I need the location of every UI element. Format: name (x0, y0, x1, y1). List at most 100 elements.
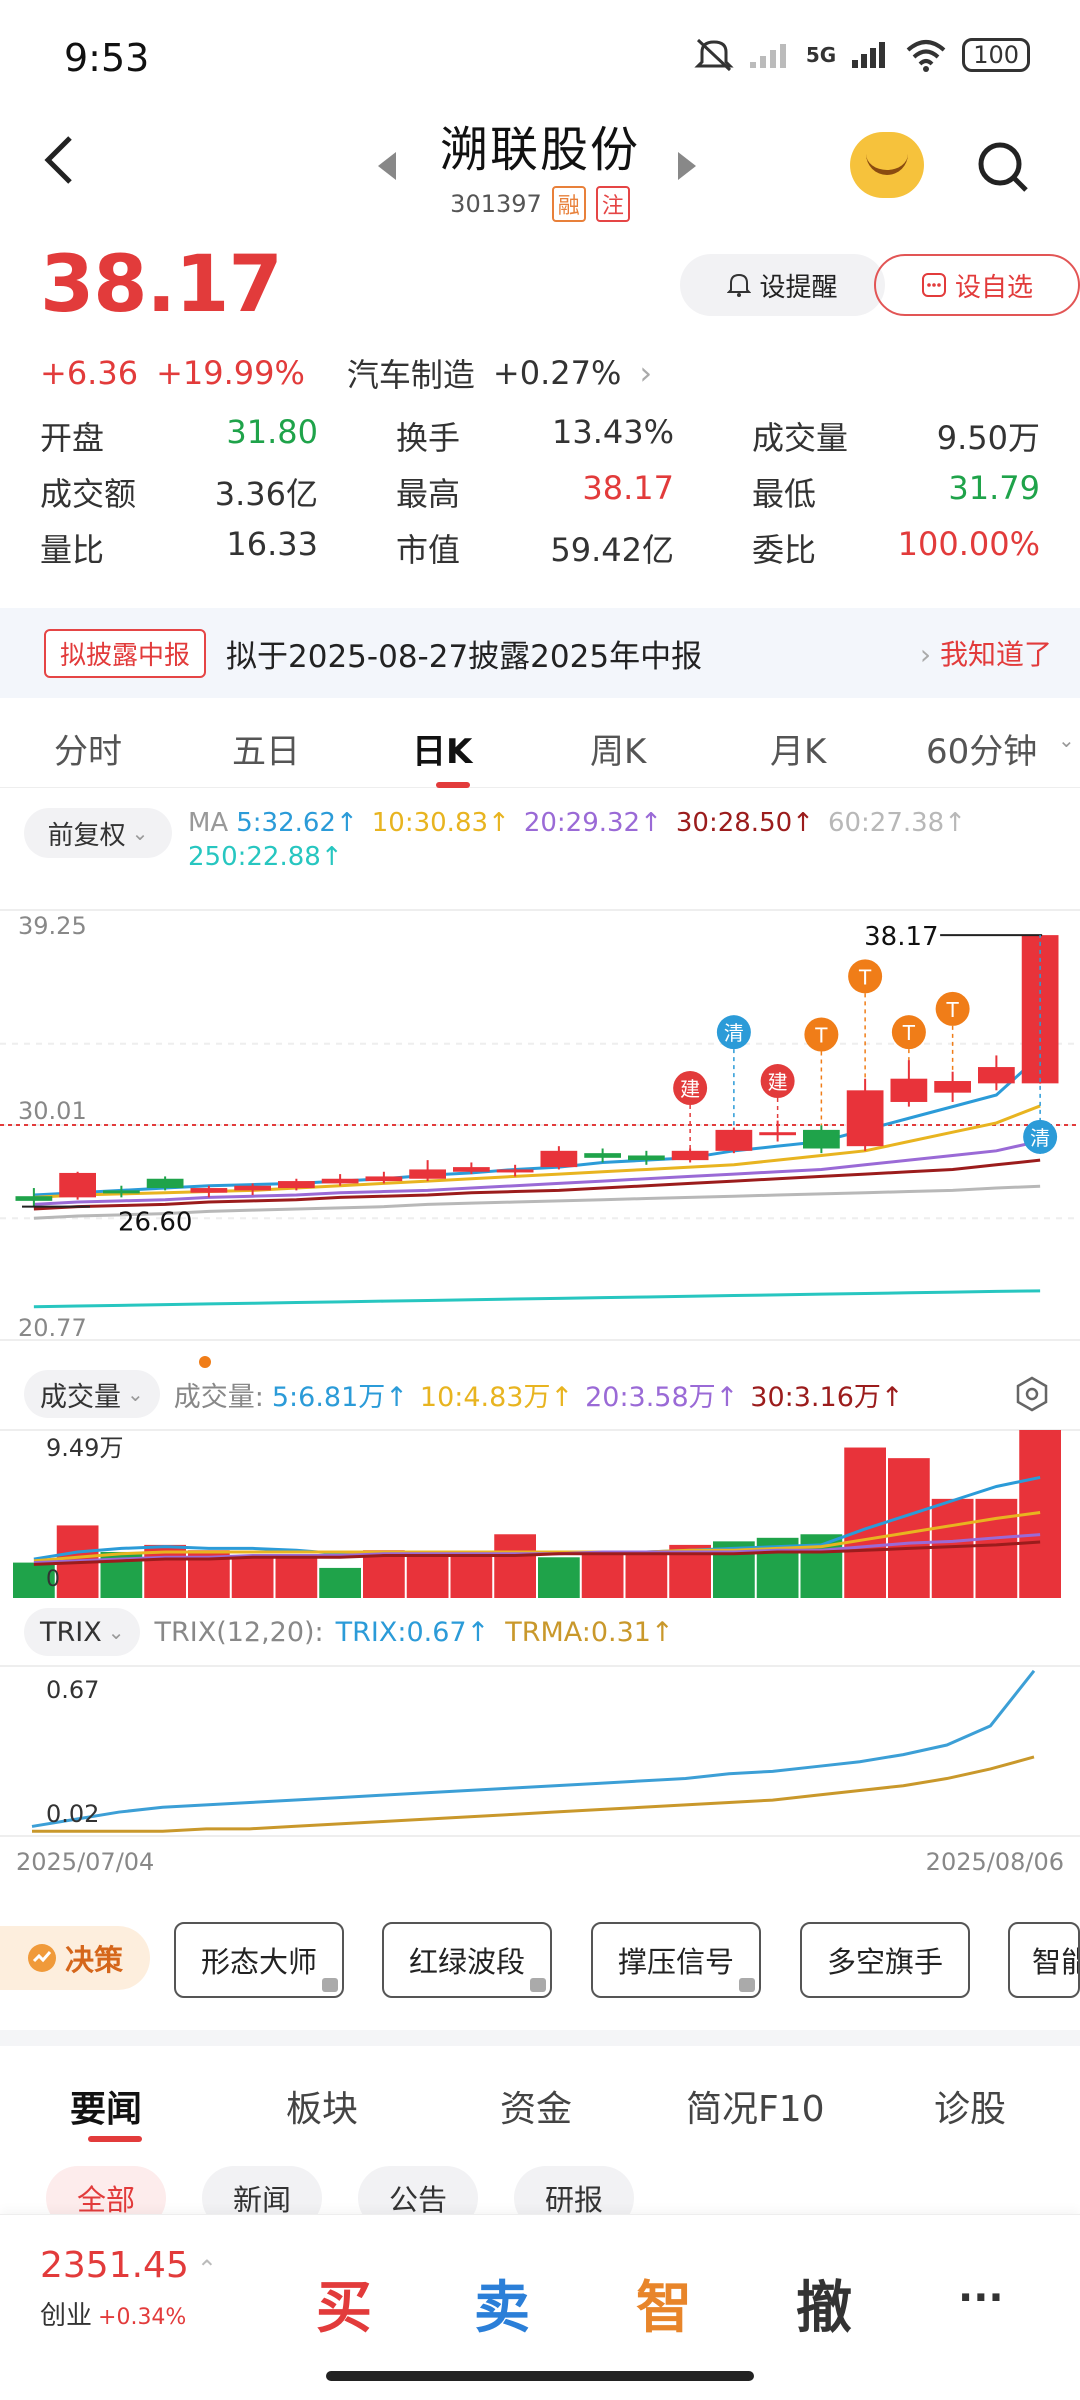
volume-bar (975, 1498, 1018, 1598)
signal-badge (673, 1071, 708, 1106)
trix-chart[interactable]: 0.67 0.02 (0, 1660, 1080, 1846)
chevron-right-icon[interactable]: › (639, 354, 653, 392)
index-value-text: 2351.45 (40, 2245, 189, 2286)
signal-marker[interactable]: T (848, 959, 883, 1079)
chart-tab[interactable]: 周K (590, 732, 647, 772)
signal-marker[interactable]: 清 (716, 1015, 751, 1128)
back-arrow-icon[interactable] (40, 130, 80, 190)
news-tab[interactable]: 资金 (500, 2089, 573, 2130)
add-watchlist-button[interactable]: 设自选 (874, 254, 1080, 316)
clock: 9:53 (64, 36, 150, 80)
candle (190, 1185, 228, 1198)
chart-period-tabs: 分时 五日 日K 周K 月K 60分钟 ⌄ (0, 712, 1080, 788)
stat-value: 59.42亿 (550, 531, 674, 569)
candle (584, 1148, 621, 1163)
candle-body (103, 1190, 140, 1194)
candle-body (890, 1078, 928, 1102)
search-icon[interactable] (976, 140, 1030, 194)
signal-badge (891, 1015, 926, 1050)
low-price-label: 26.60 (118, 1208, 192, 1238)
stat-item: 换手 13.43% (396, 413, 674, 459)
stat-label: 委比 (752, 531, 817, 569)
volume-bar (494, 1534, 536, 1598)
strategy-tool-button[interactable]: 红绿波段 (382, 1922, 552, 1998)
chevron-down-icon[interactable]: ⌄ (1058, 728, 1075, 752)
volume-bar (888, 1458, 930, 1598)
strategy-tool-button[interactable]: 多空旗手 (800, 1922, 970, 1998)
sector-name[interactable]: 汽车制造 (346, 356, 475, 394)
price-change-pct: +19.99% (156, 354, 305, 392)
candle (978, 1055, 1015, 1091)
candle (496, 1164, 534, 1177)
news-tab[interactable]: 诊股 (934, 2089, 1007, 2130)
strategy-tool-label: 形态大师 (200, 1945, 317, 1979)
chart-tab[interactable]: 月K (770, 732, 827, 772)
chart-tab[interactable]: 五日 (232, 732, 300, 772)
signal-marker[interactable]: 清 (1023, 935, 1058, 1154)
signal-marker[interactable]: T (891, 1015, 926, 1061)
buy-button[interactable]: 买 (316, 2276, 372, 2341)
set-alert-button[interactable]: 设提醒 (680, 254, 885, 316)
sell-button[interactable]: 卖 (474, 2276, 530, 2341)
decision-button[interactable]: 决策 (0, 1926, 150, 1990)
candle-body (496, 1169, 534, 1173)
dismiss-notice-button[interactable]: › 我知道了 (920, 633, 1052, 673)
volume-select[interactable]: 成交量 ⌄ (24, 1370, 160, 1418)
settings-icon[interactable] (1014, 1376, 1050, 1412)
index-change: +0.34% (98, 2305, 187, 2330)
news-tab[interactable]: 板块 (286, 2089, 359, 2130)
stat-value: 31.79 (948, 469, 1040, 507)
signal-marker[interactable]: T (804, 1017, 839, 1126)
signal-label: T (946, 998, 960, 1022)
chevron-down-icon: ⌄ (107, 1620, 125, 1644)
stat-value: 9.50万 (936, 419, 1040, 457)
signal-badge (760, 1064, 795, 1099)
ma-value: 10:30.83↑ (371, 808, 510, 838)
volume-chart[interactable]: 9.49万 0 (0, 1422, 1080, 1602)
chart-tab[interactable]: 60分钟 (926, 732, 1038, 772)
news-tab[interactable]: 要闻 (70, 2080, 143, 2142)
strategy-tool-button[interactable]: 形态大师 (174, 1922, 344, 1998)
ma-value: 5:32.62↑ (236, 808, 358, 838)
signal-marker[interactable]: T (935, 991, 970, 1072)
index-value[interactable]: 2351.45 ⌃ (40, 2245, 217, 2286)
candle-body (803, 1129, 840, 1149)
mascot-icon[interactable] (850, 132, 924, 198)
decision-label: 决策 (64, 1943, 123, 1977)
chart-tab[interactable]: 日K (412, 724, 472, 788)
stat-item: 成交量 9.50万 (752, 413, 1040, 459)
smart-trade-button[interactable]: 智 (636, 2276, 692, 2341)
ma-values: MA 5:32.62↑ 10:30.83↑ 20:29.32↑ 30:28.50↑ 60:… (188, 806, 1068, 874)
trma-value: TRMA:0.31↑ (505, 1616, 674, 1648)
signal-label: T (814, 1023, 828, 1047)
strategy-tool-button[interactable]: 智能 (1008, 1922, 1080, 1998)
volume-ma-value: 30:3.16万↑ (750, 1381, 904, 1413)
stat-label: 开盘 (40, 419, 105, 457)
stock-code: 301397 (450, 190, 542, 218)
stat-item: 成交额 3.36亿 (40, 469, 318, 515)
chart-tab[interactable]: 分时 (54, 732, 122, 772)
home-indicator (326, 2371, 754, 2381)
candle (803, 1125, 840, 1154)
prev-stock-arrow-icon[interactable] (378, 152, 396, 180)
adjust-select[interactable]: 前复权 ⌄ (24, 808, 172, 858)
candle (365, 1171, 403, 1184)
signal-marker[interactable]: 建 (760, 1064, 795, 1121)
signal-badge (848, 959, 883, 994)
stat-label: 市值 (396, 531, 461, 569)
next-stock-arrow-icon[interactable] (678, 152, 696, 180)
lock-icon (322, 1978, 338, 1992)
more-button[interactable]: ··· (958, 2275, 1004, 2321)
trix-legend: TRIX ⌄ TRIX(12,20): TRIX:0.67↑ TRMA:0.31… (24, 1606, 1064, 1658)
notice-badge: 拟披露中报 (44, 628, 207, 678)
chevron-up-icon: ⌃ (196, 2255, 217, 2283)
cancel-order-button[interactable]: 撤 (796, 2276, 852, 2341)
signal-marker[interactable]: 建 (673, 1071, 708, 1149)
news-tab[interactable]: 简况F10 (686, 2089, 825, 2130)
candle (146, 1176, 184, 1191)
indicator-select[interactable]: TRIX ⌄ (24, 1608, 141, 1656)
lock-icon (530, 1978, 546, 1992)
stats-row: 开盘 31.80 换手 13.43% 成交量 9.50万 (40, 408, 1040, 464)
strategy-tool-button[interactable]: 撑压信号 (591, 1922, 761, 1998)
